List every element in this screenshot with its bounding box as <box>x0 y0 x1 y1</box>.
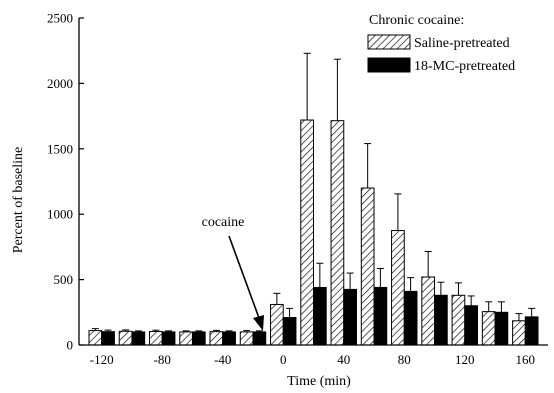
bar-saline <box>88 330 103 346</box>
bar-18mc <box>161 331 176 346</box>
bar-18mc <box>282 317 297 346</box>
bar-saline <box>209 331 224 346</box>
bar-saline <box>481 311 496 346</box>
y-ticks: 0 500 1000 1500 2000 2500 <box>47 11 84 353</box>
x-tick-label: 160 <box>516 352 536 367</box>
bar-saline <box>270 303 284 346</box>
bar-saline <box>300 119 315 346</box>
y-axis-title: Percent of baseline <box>11 147 26 254</box>
legend-label-18mc: 18-MC-pretreated <box>414 59 515 74</box>
x-ticks: -120 -80 -40 0 40 80 120 160 <box>90 340 535 367</box>
bar-18mc <box>373 286 388 346</box>
y-tick-label: 500 <box>54 272 74 287</box>
legend-swatch-saline <box>367 34 411 50</box>
x-tick-label: -80 <box>154 352 171 367</box>
x-axis-title: Time (min) <box>287 374 351 389</box>
y-tick-label: 2000 <box>47 76 73 91</box>
bar-18mc <box>313 286 327 346</box>
bar-saline <box>239 331 254 346</box>
y-tick-label: 1000 <box>47 207 73 222</box>
bar-18mc <box>191 331 206 346</box>
x-tick-label: 0 <box>280 352 287 367</box>
bar-saline <box>391 230 405 346</box>
legend-swatch-18mc <box>367 57 411 73</box>
bar-saline <box>421 276 436 346</box>
cocaine-annotation-label: cocaine <box>202 215 245 230</box>
cocaine-annotation: cocaine <box>202 215 264 331</box>
bar-18mc <box>101 331 115 346</box>
y-tick-label: 2500 <box>47 11 73 26</box>
bar-saline <box>512 320 526 346</box>
legend-label-saline: Saline-pretreated <box>414 36 510 51</box>
legend: Chronic cocaine: Saline-pretreated 18-MC… <box>367 13 515 74</box>
data-marks <box>88 52 539 346</box>
bar-18mc <box>131 331 146 346</box>
bar-18mc <box>252 331 267 346</box>
x-tick-label: 40 <box>337 352 350 367</box>
bar-saline <box>179 331 193 346</box>
bar-saline <box>149 331 163 346</box>
bar-18mc <box>434 294 448 346</box>
x-tick-label: 120 <box>455 352 475 367</box>
x-tick-label: -120 <box>90 352 114 367</box>
x-tick-label: 80 <box>398 352 411 367</box>
bar-18mc <box>464 305 478 346</box>
bar-18mc <box>524 316 539 346</box>
y-tick-label: 0 <box>67 338 74 353</box>
bar-saline <box>118 330 133 346</box>
cocaine-arrow-head <box>253 315 264 331</box>
y-tick-label: 1500 <box>47 141 73 156</box>
bar-saline <box>360 187 375 346</box>
x-tick-label: -40 <box>214 352 231 367</box>
legend-title: Chronic cocaine: <box>369 13 464 28</box>
bar-18mc <box>343 288 357 346</box>
bar-18mc <box>494 311 509 346</box>
bar-saline <box>451 294 466 346</box>
bar-saline <box>330 120 345 346</box>
bar-18mc <box>403 290 418 346</box>
bar-18mc <box>222 331 236 346</box>
cocaine-arrow-shaft <box>228 235 260 319</box>
